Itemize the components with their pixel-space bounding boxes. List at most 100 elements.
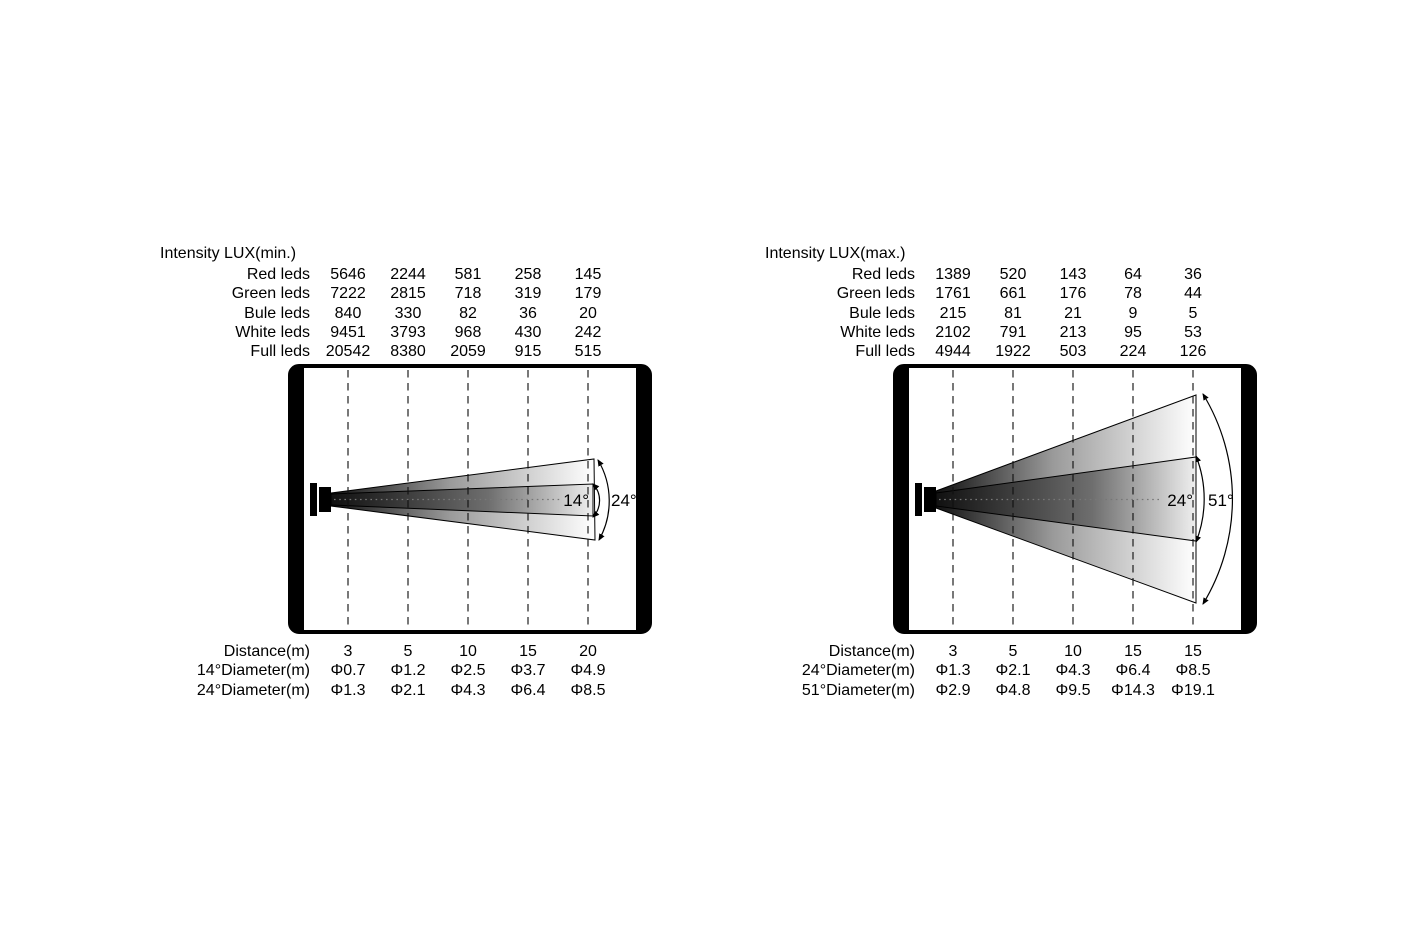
cell: 215	[939, 304, 967, 322]
cell: 53	[1184, 323, 1202, 341]
cell: 503	[1059, 343, 1087, 361]
row-label: Bule leds	[244, 304, 310, 322]
cell: Φ4.9	[570, 662, 606, 680]
intensity-table-min: Red leds 5646 2244 581 258 145 Green led…	[158, 265, 618, 361]
cell: Φ0.7	[330, 662, 366, 680]
cell: 791	[999, 323, 1027, 341]
cell: 126	[1179, 343, 1207, 361]
cell: 1389	[935, 266, 971, 283]
cell: 840	[334, 304, 362, 322]
cell: 8380	[390, 343, 426, 361]
cell: Φ9.5	[1055, 681, 1091, 699]
cell: 213	[1059, 323, 1087, 341]
left-wall-bar	[292, 368, 304, 630]
wide-angle-label: 24°	[611, 491, 637, 510]
cell: 242	[574, 323, 602, 341]
distance-gridlines	[952, 370, 1194, 628]
cell: 718	[454, 285, 482, 303]
cell: 4944	[935, 343, 971, 361]
cell: 224	[1119, 343, 1147, 361]
beam-diagram-min: 14° 24°	[288, 364, 652, 634]
cell: 15	[519, 643, 537, 660]
narrow-angle-label: 14°	[563, 491, 589, 510]
cell: 10	[1064, 643, 1082, 660]
cell: 515	[574, 343, 602, 361]
narrow-angle-label: 24°	[1167, 491, 1193, 510]
cell: Φ8.5	[1175, 662, 1211, 680]
cell: 3	[343, 643, 353, 660]
distance-table-min: Distance(m) 3 5 10 15 20 14°Diameter(m) …	[158, 642, 618, 700]
row-label: Full leds	[250, 343, 310, 361]
cell: 36	[519, 304, 537, 322]
cell: 5	[1008, 643, 1018, 660]
cell: 36	[1184, 266, 1202, 283]
cell: Φ6.4	[510, 681, 546, 699]
cell: 20542	[325, 343, 371, 361]
cell: 1761	[935, 285, 971, 303]
cell: Φ4.3	[1055, 662, 1091, 680]
cell: 1922	[995, 343, 1031, 361]
panel-title: Intensity LUX(max.)	[765, 245, 906, 262]
cell: 7222	[330, 285, 366, 303]
cell: Φ1.2	[390, 662, 426, 680]
cell: 78	[1124, 285, 1142, 303]
row-label: 14°Diameter(m)	[196, 662, 310, 680]
row-label: Distance(m)	[828, 643, 915, 660]
cell: Φ3.7	[510, 662, 546, 680]
row-label: White leds	[235, 323, 310, 341]
distance-table-max: Distance(m) 3 5 10 15 15 24°Diameter(m) …	[763, 642, 1223, 700]
row-label: Distance(m)	[223, 643, 310, 660]
row-label: 51°Diameter(m)	[801, 681, 915, 699]
cell: 3793	[390, 323, 426, 341]
cell: 10	[459, 643, 477, 660]
cell: 5	[403, 643, 413, 660]
cell: 5646	[330, 266, 366, 283]
cell: 143	[1059, 266, 1087, 283]
light-fixture-icon	[915, 483, 936, 516]
cell: 581	[454, 266, 482, 283]
row-label: Bule leds	[849, 304, 915, 322]
cell: 2102	[935, 323, 971, 341]
panel-lux-min: Intensity LUX(min.) Red leds 5646 2244 5…	[158, 244, 663, 714]
wide-angle-arc	[1202, 393, 1233, 605]
distance-gridlines	[347, 370, 589, 628]
row-label: 24°Diameter(m)	[196, 681, 310, 699]
cell: 3	[948, 643, 958, 660]
cell: Φ14.3	[1111, 681, 1155, 699]
cell: 20	[579, 643, 597, 660]
right-wall-bar	[636, 368, 648, 630]
cell: 15	[1184, 643, 1202, 660]
cell: 430	[514, 323, 542, 341]
cell: 5	[1188, 304, 1198, 322]
cell: Φ2.1	[995, 662, 1031, 680]
row-label: 24°Diameter(m)	[801, 662, 915, 680]
cell: Φ8.5	[570, 681, 606, 699]
row-label: White leds	[840, 323, 915, 341]
row-label: Red leds	[851, 266, 915, 283]
cell: Φ4.3	[450, 681, 486, 699]
cell: 82	[459, 304, 477, 322]
cell: 179	[574, 285, 602, 303]
cell: 176	[1059, 285, 1087, 303]
row-label: Green leds	[836, 285, 915, 303]
left-wall-bar	[897, 368, 909, 630]
cell: 9451	[330, 323, 366, 341]
right-wall-bar	[1241, 368, 1253, 630]
cell: 520	[999, 266, 1027, 283]
row-label: Full leds	[855, 343, 915, 361]
cell: Φ19.1	[1171, 681, 1215, 699]
cell: Φ2.1	[390, 681, 426, 699]
cell: 2244	[390, 266, 426, 283]
cell: 915	[514, 343, 542, 361]
row-label: Green leds	[231, 285, 310, 303]
cell: 21	[1064, 304, 1082, 322]
cell: 95	[1124, 323, 1142, 341]
wide-angle-label: 51°	[1208, 491, 1234, 510]
wide-angle-arc	[597, 459, 610, 541]
beam-diagram-max: 24° 51°	[893, 364, 1257, 634]
panel-title: Intensity LUX(min.)	[160, 245, 297, 262]
cell: 145	[574, 266, 602, 283]
cell: 2059	[450, 343, 486, 361]
cell: 319	[514, 285, 542, 303]
cell: Φ1.3	[935, 662, 971, 680]
